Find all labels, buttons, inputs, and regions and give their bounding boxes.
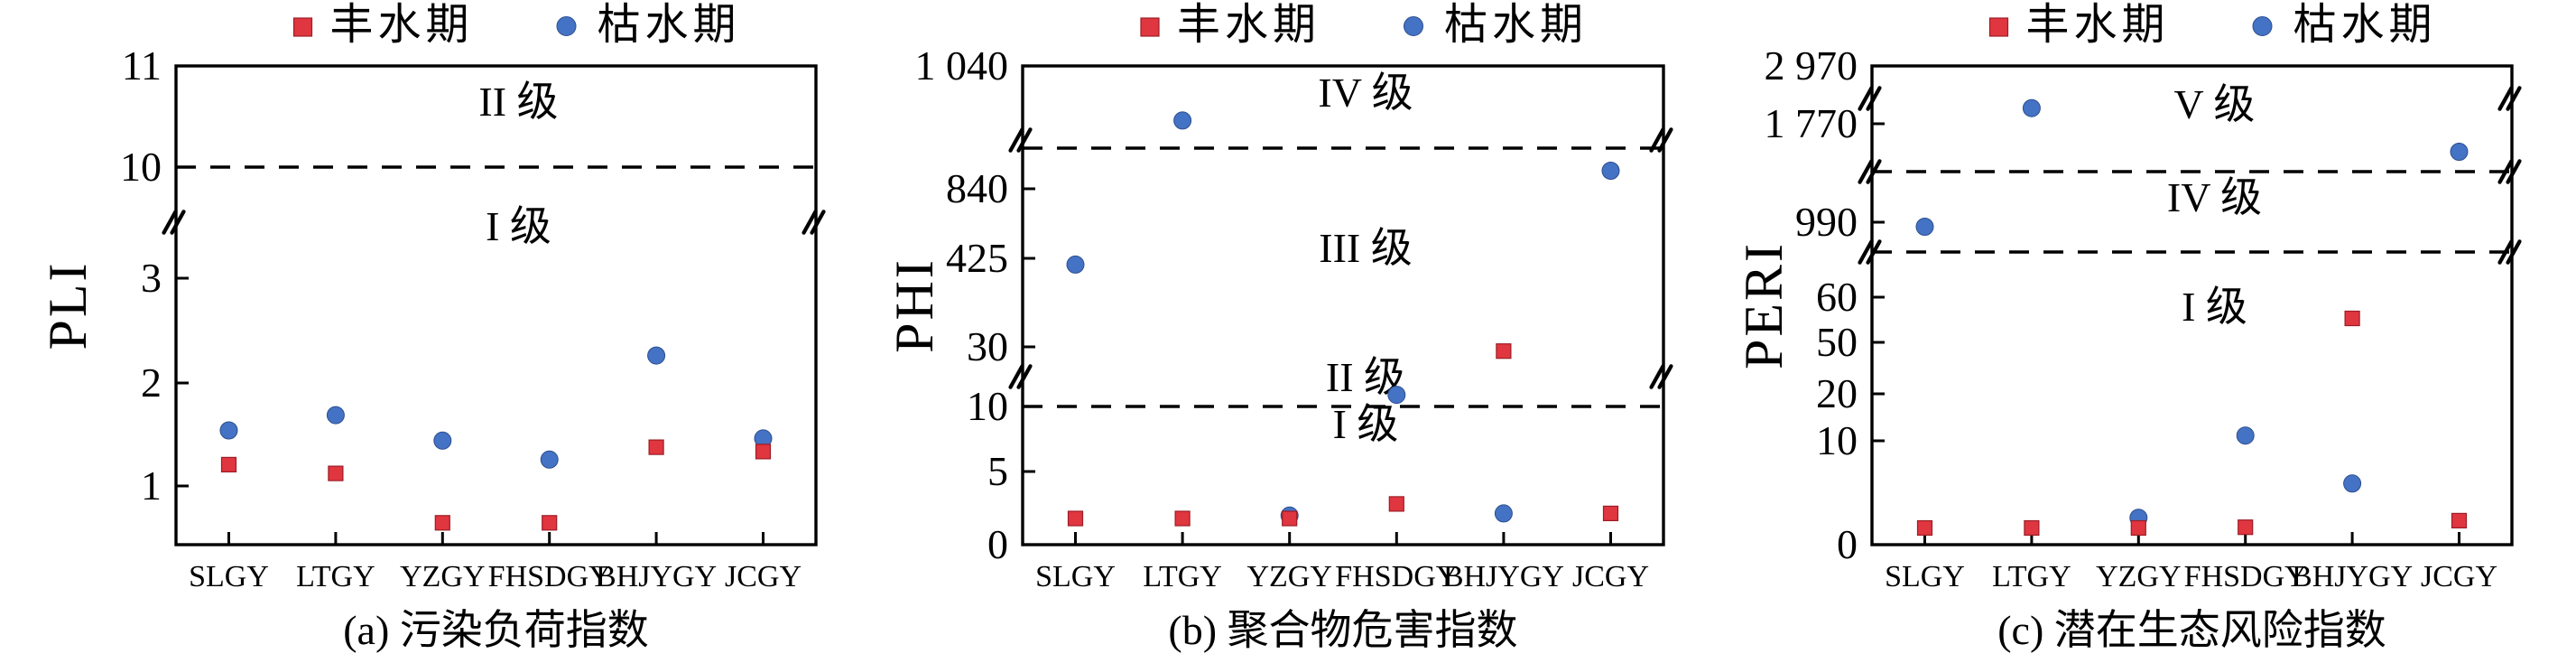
svg-text:SLGY: SLGY — [189, 560, 269, 593]
svg-text:11: 11 — [122, 42, 162, 89]
svg-text:JCGY: JCGY — [725, 560, 802, 593]
svg-text:FHSDGY: FHSDGY — [2184, 560, 2307, 593]
svg-text:II 级: II 级 — [478, 79, 558, 125]
svg-text:I 级: I 级 — [486, 203, 551, 249]
svg-text:LTGY: LTGY — [1992, 560, 2071, 593]
svg-text:840: 840 — [946, 165, 1008, 211]
svg-text:JCGY: JCGY — [1572, 560, 1649, 593]
svg-text:枯水期: 枯水期 — [2293, 1, 2437, 49]
svg-text:丰水期: 丰水期 — [2026, 1, 2170, 49]
svg-text:枯水期: 枯水期 — [598, 1, 741, 49]
svg-text:(b) 聚合物危害指数: (b) 聚合物危害指数 — [1168, 607, 1517, 653]
svg-text:PLI: PLI — [38, 261, 97, 350]
svg-text:YZGY: YZGY — [400, 560, 485, 593]
svg-text:990: 990 — [1795, 199, 1858, 245]
svg-text:JCGY: JCGY — [2421, 560, 2497, 593]
svg-text:FHSDGY: FHSDGY — [488, 560, 611, 593]
svg-text:3: 3 — [141, 255, 162, 301]
svg-text:LTGY: LTGY — [1143, 560, 1222, 593]
svg-text:PERI: PERI — [1734, 241, 1793, 369]
svg-text:0: 0 — [1837, 521, 1858, 567]
svg-text:BHJYGY: BHJYGY — [1443, 560, 1564, 593]
svg-text:YZGY: YZGY — [1246, 560, 1331, 593]
svg-text:1 040: 1 040 — [915, 42, 1009, 89]
svg-text:BHJYGY: BHJYGY — [2292, 560, 2413, 593]
svg-text:2: 2 — [141, 360, 162, 406]
svg-text:I 级: I 级 — [1333, 401, 1399, 447]
svg-text:(a) 污染负荷指数: (a) 污染负荷指数 — [343, 607, 649, 653]
svg-text:2 970: 2 970 — [1765, 42, 1858, 89]
svg-text:10: 10 — [120, 144, 162, 190]
svg-text:YZGY: YZGY — [2096, 560, 2181, 593]
svg-text:20: 20 — [1816, 370, 1858, 416]
svg-text:60: 60 — [1816, 274, 1858, 320]
svg-text:V 级: V 级 — [2174, 81, 2256, 127]
svg-text:IV 级: IV 级 — [1318, 70, 1413, 116]
svg-text:丰水期: 丰水期 — [1177, 1, 1320, 49]
svg-text:III 级: III 级 — [1319, 225, 1412, 271]
svg-text:30: 30 — [967, 323, 1008, 369]
svg-text:50: 50 — [1816, 319, 1858, 365]
svg-text:BHJYGY: BHJYGY — [596, 560, 717, 593]
svg-text:10: 10 — [1816, 417, 1858, 463]
svg-text:0: 0 — [987, 521, 1008, 567]
svg-text:丰水期: 丰水期 — [330, 1, 474, 49]
svg-text:1: 1 — [141, 462, 162, 509]
svg-text:枯水期: 枯水期 — [1444, 1, 1588, 49]
svg-text:PHI: PHI — [885, 257, 944, 353]
svg-text:LTGY: LTGY — [296, 560, 375, 593]
svg-text:5: 5 — [987, 448, 1008, 494]
svg-text:1 770: 1 770 — [1765, 100, 1858, 146]
svg-text:FHSDGY: FHSDGY — [1335, 560, 1458, 593]
svg-text:I 级: I 级 — [2182, 284, 2247, 330]
svg-text:425: 425 — [946, 235, 1008, 281]
svg-text:IV 级: IV 级 — [2167, 174, 2262, 220]
svg-text:(c) 潜在生态风险指数: (c) 潜在生态风险指数 — [1997, 607, 2386, 653]
svg-text:SLGY: SLGY — [1885, 560, 1965, 593]
svg-text:SLGY: SLGY — [1035, 560, 1116, 593]
svg-text:10: 10 — [967, 383, 1008, 429]
